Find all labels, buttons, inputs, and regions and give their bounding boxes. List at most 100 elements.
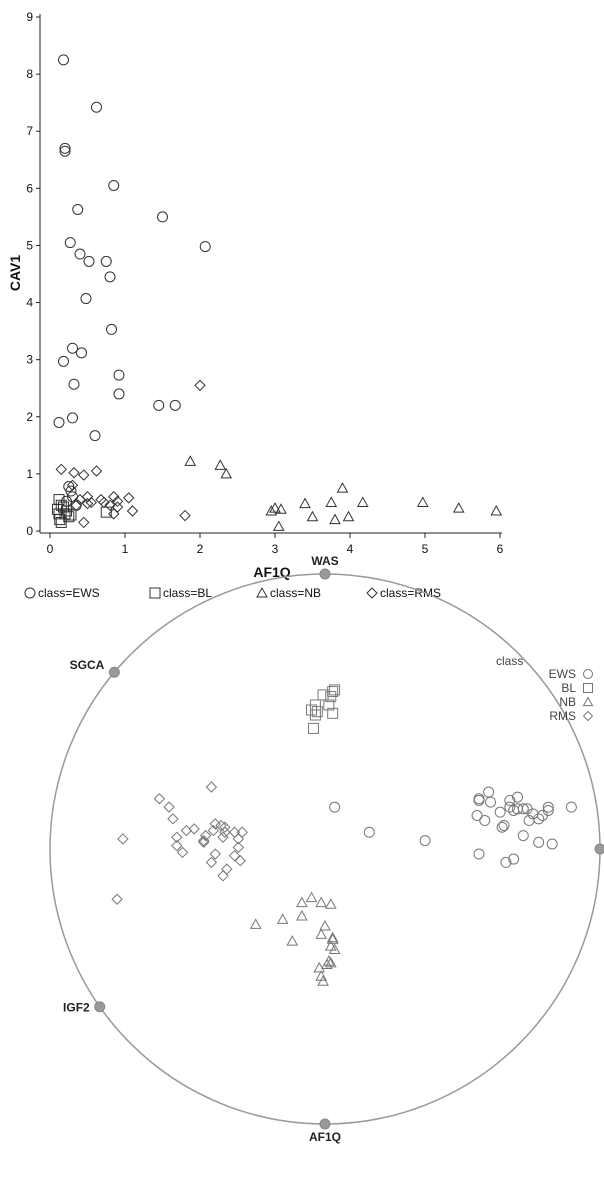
data-point-diamond: [111, 495, 124, 508]
data-point-square: [63, 511, 75, 523]
radviz-point-diamond: [205, 856, 218, 869]
radviz-point-triangle: [315, 896, 327, 908]
radviz-point-square: [317, 689, 329, 701]
legend: class=EWS class=BL class=NB class=RMS: [24, 586, 441, 600]
y-tick-label: 6: [26, 181, 33, 195]
data-point-diamond: [179, 509, 191, 522]
data-point-circle: [68, 378, 80, 390]
radviz-point-square: [311, 706, 323, 718]
data-point-diamond: [78, 516, 90, 529]
data-point-circle: [72, 203, 84, 215]
data-point-triangle: [269, 502, 281, 513]
data-point-circle: [65, 485, 77, 497]
anchor-label: WAS: [311, 554, 338, 568]
anchor-label: SGCA: [70, 658, 105, 672]
radviz-point-circle: [533, 836, 545, 848]
x-ticks: 0 1 2 3 4 5 6: [47, 533, 504, 556]
legend-label: class=BL: [163, 586, 212, 600]
radviz-legend-marker-square: [583, 683, 593, 693]
data-point-circle: [157, 211, 168, 223]
data-point-diamond: [123, 492, 135, 504]
data-point-circle: [199, 241, 211, 253]
y-tick-label: 4: [26, 296, 33, 310]
data-point-circle: [58, 54, 69, 66]
radviz-point-circle: [517, 803, 529, 815]
data-point-circle: [113, 369, 125, 381]
radviz-point-circle: [498, 820, 510, 832]
data-point-square: [55, 516, 67, 528]
data-point-triangle: [342, 510, 355, 522]
data-point-triangle: [356, 496, 369, 507]
radviz-point-diamond: [221, 863, 233, 875]
y-tick-label: 0: [26, 524, 33, 538]
x-tick-label: 1: [122, 542, 129, 556]
data-point-diamond: [108, 508, 120, 520]
x-tick-label: 6: [497, 542, 504, 556]
radviz-point-square: [307, 722, 319, 734]
radviz-point-diamond: [228, 826, 241, 838]
radviz-point-diamond: [188, 823, 200, 835]
y-tick-label: 5: [26, 238, 33, 252]
data-point-circle: [67, 342, 78, 354]
radviz-point-circle: [533, 813, 545, 825]
radviz-point-triangle: [305, 891, 318, 903]
data-point-circle: [76, 347, 87, 359]
radviz-point-circle: [565, 801, 577, 813]
radviz-point-circle: [419, 835, 431, 847]
radviz-point-triangle: [317, 975, 329, 986]
radviz-point-diamond: [232, 841, 245, 854]
anchor-dot: [108, 666, 120, 678]
data-point-circle: [91, 101, 102, 113]
radviz-point-triangle: [324, 940, 337, 951]
data-point-triangle: [306, 510, 319, 522]
radviz-point-diamond: [117, 833, 129, 845]
radviz-point-circle: [542, 804, 554, 816]
radviz-point-diamond: [236, 826, 248, 838]
x-tick-label: 5: [422, 542, 429, 556]
radviz-legend-label: BL: [561, 681, 576, 695]
radviz-point-circle: [363, 826, 375, 838]
radviz-point-triangle: [319, 920, 331, 931]
radviz-point-triangle: [249, 918, 262, 929]
legend-marker-triangle: [256, 586, 268, 598]
data-point-circle: [58, 355, 69, 367]
radviz-point-circle: [504, 801, 516, 813]
radviz-legend-marker-diamond: [582, 710, 594, 722]
radviz-point-diamond: [198, 836, 210, 849]
y-tick-label: 3: [26, 353, 33, 367]
radviz-point-diamond: [219, 826, 231, 838]
data-point-diamond: [194, 379, 206, 392]
radviz-point-diamond: [111, 893, 123, 905]
data-point-diamond: [108, 491, 120, 503]
radviz-point-circle: [494, 806, 506, 818]
data-point-circle: [80, 293, 92, 305]
radviz-point-circle: [483, 786, 495, 798]
data-point-diamond: [66, 479, 79, 492]
radviz-point-circle: [500, 856, 512, 868]
radviz-point-circle: [517, 830, 529, 842]
radviz-point-square: [329, 684, 341, 696]
data-point-circle: [113, 388, 125, 400]
x-tick-label: 3: [272, 542, 279, 556]
y-tick-label: 2: [26, 410, 33, 424]
radviz-point-diamond: [219, 821, 231, 833]
radviz-point-circle: [329, 801, 341, 813]
data-point-circle: [83, 255, 95, 267]
data-point-triangle: [416, 496, 429, 507]
anchor-dot: [319, 1118, 331, 1130]
x-tick-label: 4: [347, 542, 354, 556]
anchor-dot: [94, 1001, 106, 1013]
legend-label: class=NB: [270, 586, 321, 600]
y-tick-label: 1: [26, 467, 33, 481]
data-point-triangle: [325, 496, 338, 507]
anchor-dot: [594, 843, 604, 855]
radviz-point-circle: [508, 853, 520, 865]
radviz-point-circle: [473, 848, 485, 860]
radviz-point-diamond: [199, 829, 212, 842]
radviz-point-diamond: [167, 813, 179, 825]
data-point-square: [54, 514, 66, 526]
x-tick-label: 0: [47, 542, 54, 556]
y-axis-title: CAV1: [7, 255, 23, 292]
radviz-point-diamond: [180, 824, 193, 837]
data-point-circle: [70, 499, 82, 511]
